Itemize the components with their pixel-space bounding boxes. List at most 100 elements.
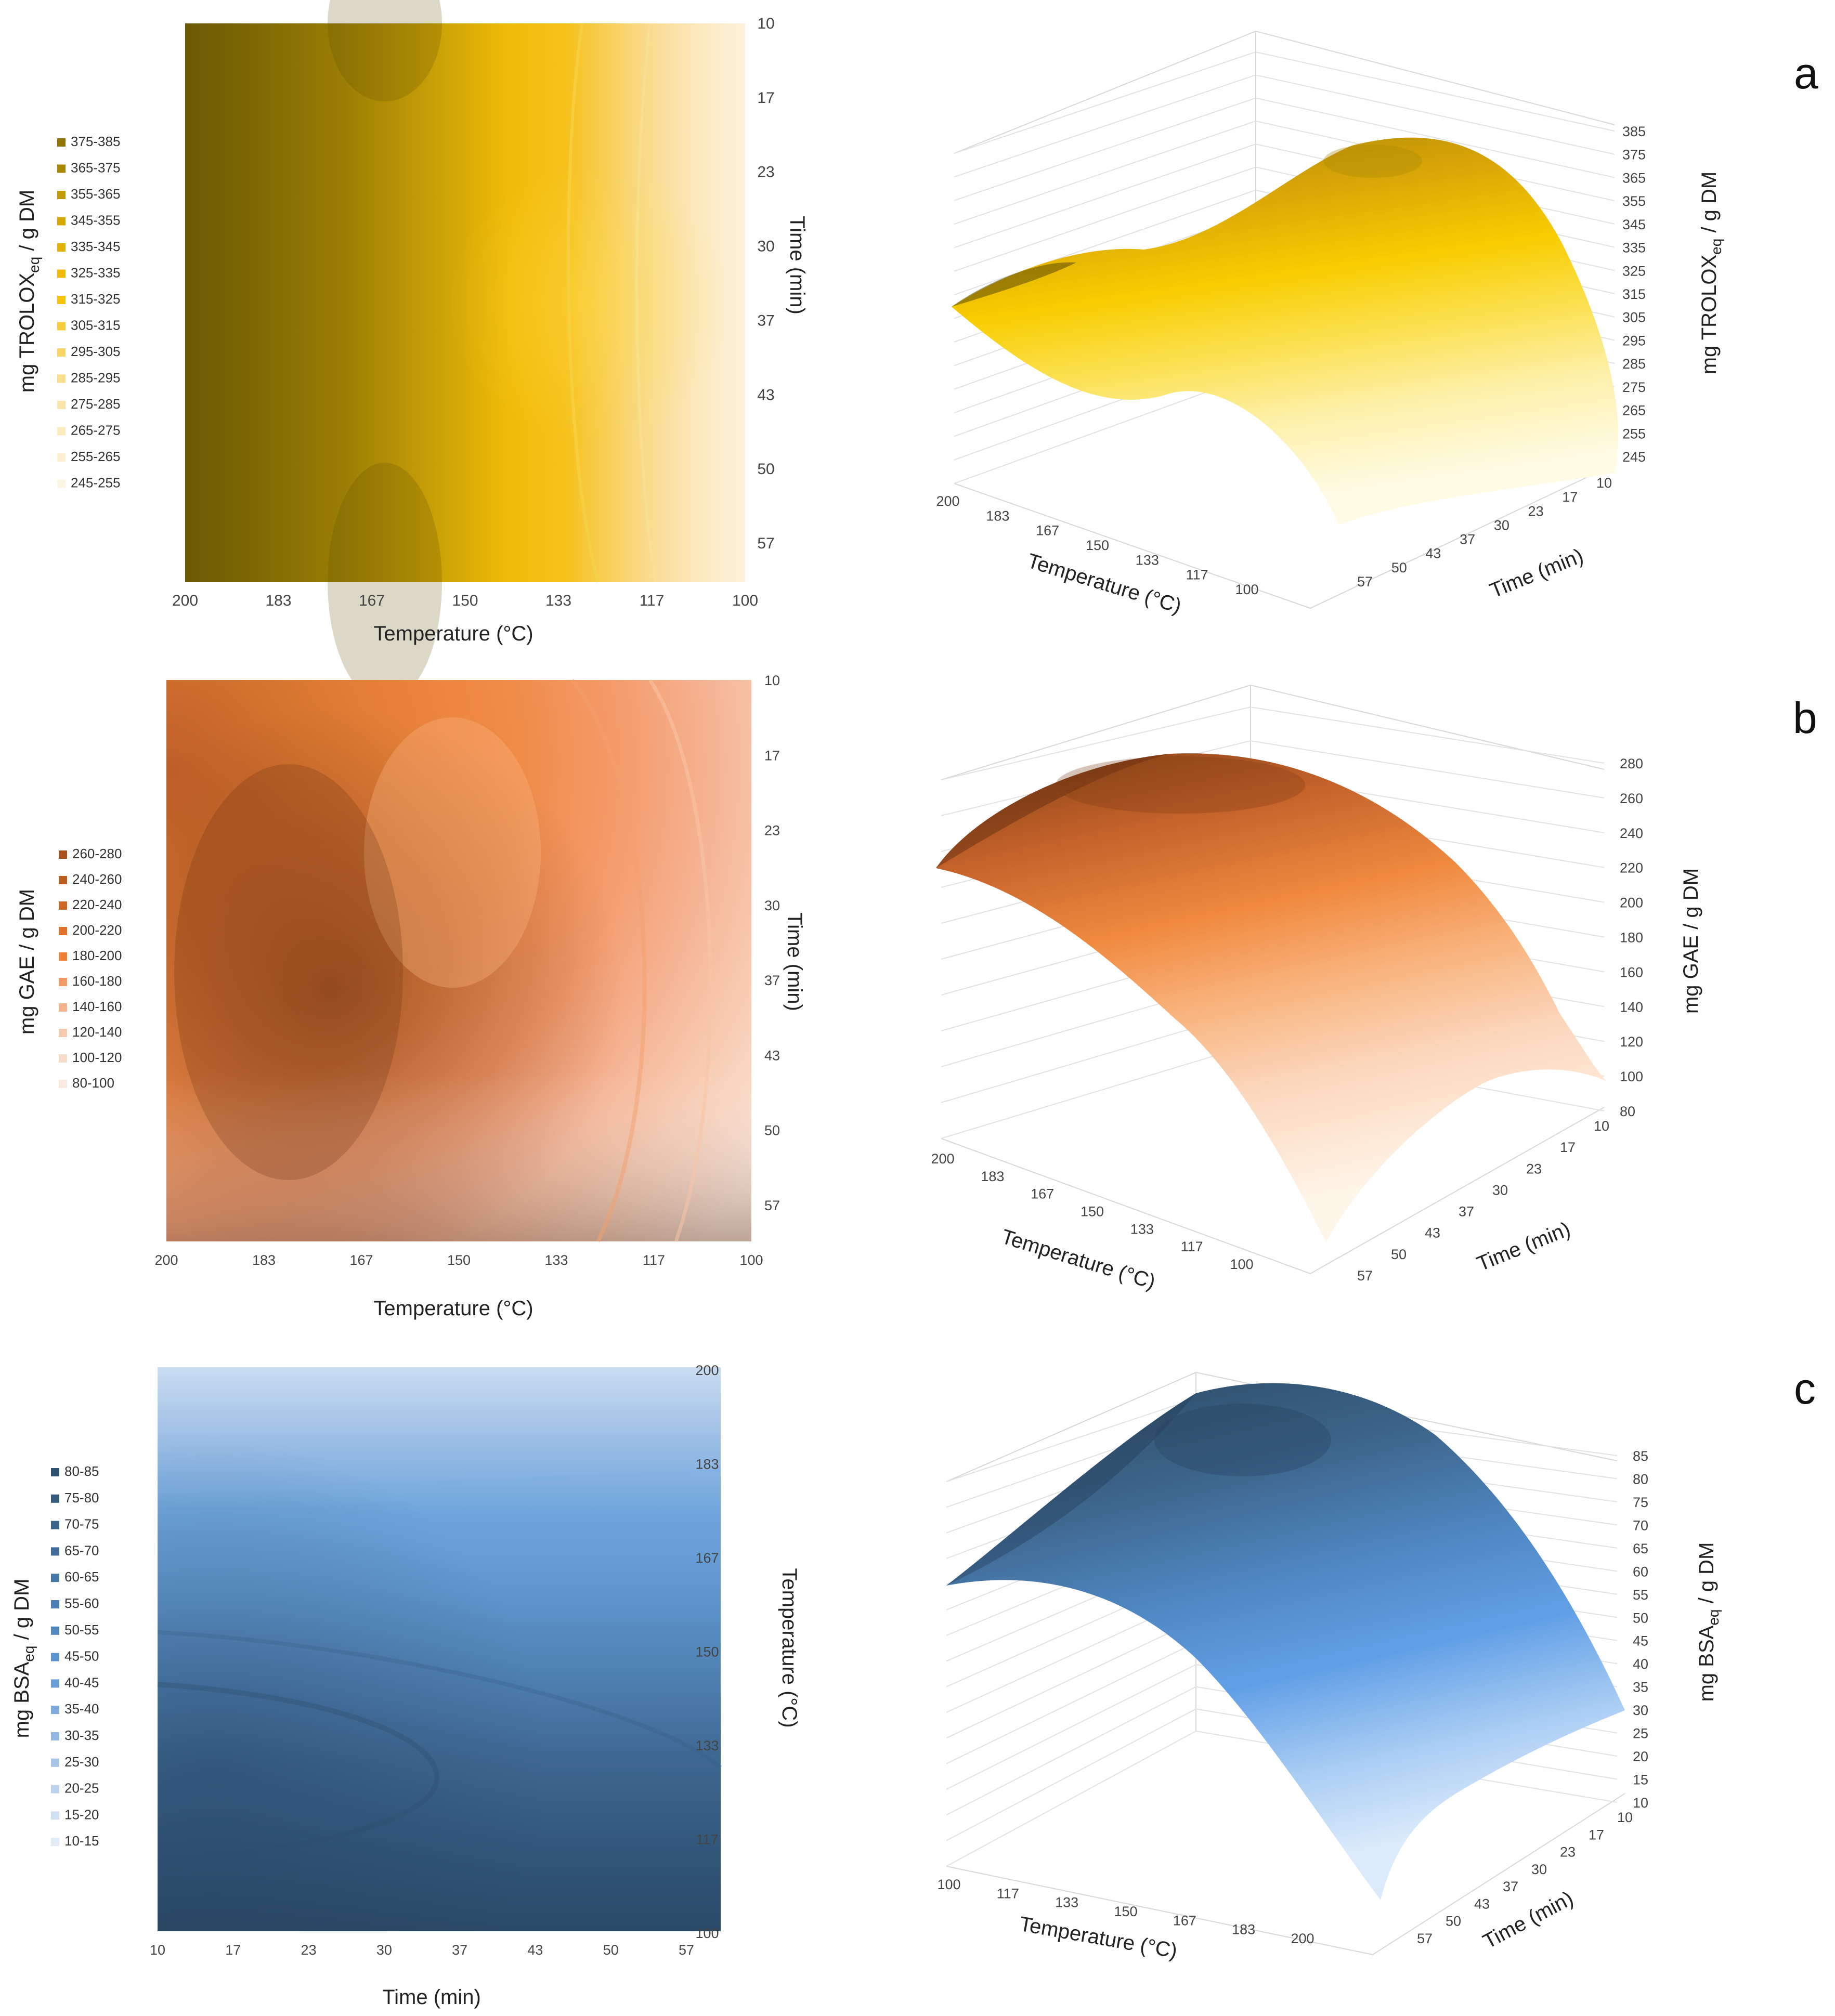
- legend-swatch: [57, 453, 66, 462]
- surface-b-z-title: mg GAE / g DM: [1680, 868, 1702, 1014]
- heatmap-c-plot-overlay: [158, 1367, 721, 1931]
- legend-swatch: [57, 191, 66, 199]
- x-tick-label: 100: [1230, 1256, 1253, 1272]
- y-tick-label: 23: [1526, 1161, 1542, 1176]
- heatmap-b-legend: 260-280 240-260 220-240 200-220 180-200 160-1…: [59, 846, 122, 1091]
- heatmap-a-y-title: Time (min): [786, 216, 809, 315]
- legend-swatch: [51, 1758, 59, 1767]
- surface-c-z-ticks: 85 80 75 70 65 60 55 50 45 40 35 30 25 20 15 10: [1633, 1448, 1648, 1811]
- z-tick-label: 15: [1633, 1772, 1648, 1788]
- z-tick-label: 255: [1622, 426, 1646, 441]
- y-tick-label: 37: [757, 312, 774, 329]
- legend-swatch: [59, 850, 67, 859]
- heatmap-a-z-title-main: mg TROLOX: [16, 273, 38, 392]
- y-tick-label: 43: [757, 386, 774, 403]
- z-tick-label: 120: [1620, 1034, 1643, 1050]
- heatmap-a-z-title: mg TROLOXeq / g DM: [16, 190, 42, 393]
- legend-swatch: [57, 401, 66, 409]
- z-tick-label: 200: [1620, 895, 1643, 911]
- legend-swatch: [51, 1574, 59, 1582]
- z-gridline: [954, 74, 1615, 178]
- y-tick-label: 10: [1617, 1810, 1633, 1825]
- legend-label: 355-365: [71, 186, 120, 202]
- surface-a: 385 375 365 355 345 335 325 315 305 295 285 275 265 2…: [936, 30, 1724, 618]
- surface-b-z-ticks: 280 260 240 220 200 180 160 140 120 100 80: [1620, 756, 1643, 1119]
- surface-a-x-ticks: 200 183 167 150 133 117 100: [936, 493, 1258, 597]
- legend-swatch: [59, 901, 67, 910]
- x-tick-label: 100: [739, 1252, 763, 1268]
- y-tick-label: 37: [1460, 532, 1475, 547]
- legend-label: 75-80: [64, 1490, 99, 1506]
- legend-swatch: [51, 1547, 59, 1556]
- x-tick-label: 150: [447, 1252, 471, 1268]
- x-tick-label: 133: [1136, 552, 1159, 568]
- z-gridline: [941, 706, 1605, 780]
- z-tick-label: 20: [1633, 1749, 1648, 1764]
- y-tick-label: 133: [695, 1738, 719, 1753]
- z-tick-label: 160: [1620, 964, 1643, 980]
- legend-swatch: [51, 1626, 59, 1635]
- x-tick-label: 117: [997, 1886, 1019, 1901]
- y-tick-label: 50: [1391, 560, 1407, 575]
- z-tick-label: 365: [1622, 170, 1646, 186]
- x-tick-label: 43: [527, 1942, 543, 1958]
- legend-swatch: [59, 1003, 67, 1012]
- x-tick-label: 100: [1235, 582, 1258, 597]
- heatmap-c-z-title-main: mg BSA: [10, 1661, 33, 1738]
- heatmap-b-y-ticks: 10 17 23 30 37 43 50 57: [764, 673, 780, 1213]
- heatmap-b-contour: [364, 717, 541, 988]
- legend-swatch: [51, 1653, 59, 1661]
- surface-a-backwall: [954, 30, 1615, 154]
- x-tick-label: 200: [172, 592, 198, 609]
- z-tick-label: 35: [1633, 1680, 1648, 1695]
- legend-label: 60-65: [64, 1569, 99, 1585]
- x-tick-label: 200: [1291, 1931, 1314, 1946]
- heatmap-c-y-ticks: 200 183 167 150 133 117 100: [695, 1363, 719, 1941]
- surface-a-y-ticks: 10 17 23 30 37 43 50 57: [1357, 475, 1612, 590]
- x-tick-label: 117: [1186, 567, 1208, 583]
- x-tick-label: 150: [1086, 538, 1109, 553]
- y-tick-label: 183: [695, 1457, 719, 1472]
- heatmap-c-contour: [157, 1630, 722, 1770]
- z-tick-label: 45: [1633, 1633, 1648, 1649]
- legend-swatch: [51, 1838, 59, 1847]
- y-tick-label: 23: [1560, 1844, 1576, 1860]
- z-tick-label: 275: [1622, 379, 1646, 395]
- y-tick-label: 10: [757, 15, 774, 32]
- legend-label: 55-60: [64, 1595, 99, 1611]
- surface-a-z-title-sub: eq: [1708, 239, 1724, 255]
- y-tick-label: 17: [764, 748, 780, 763]
- y-tick-label: 37: [1459, 1204, 1474, 1220]
- y-tick-label: 117: [696, 1832, 718, 1848]
- y-tick-label: 150: [695, 1644, 719, 1660]
- x-tick-label: 17: [225, 1942, 241, 1958]
- y-tick-label: 30: [764, 898, 780, 913]
- legend-swatch: [57, 164, 66, 173]
- z-tick-label: 285: [1622, 356, 1646, 372]
- x-tick-label: 183: [1232, 1922, 1255, 1938]
- legend-label: 20-25: [64, 1781, 99, 1796]
- heatmap-b-plot-overlay: [166, 680, 751, 1241]
- legend-label: 30-35: [64, 1727, 99, 1743]
- x-tick-label: 200: [931, 1151, 954, 1167]
- z-tick-label: 80: [1620, 1104, 1635, 1119]
- legend-label: 260-280: [72, 846, 122, 861]
- z-gridline: [954, 97, 1615, 201]
- legend-label: 315-325: [71, 291, 120, 307]
- legend-label: 15-20: [64, 1806, 99, 1822]
- legend-swatch: [57, 427, 66, 436]
- y-tick-label: 200: [695, 1363, 719, 1378]
- surface-c-z-title: mg BSAeq / g DM: [1695, 1542, 1722, 1702]
- heatmap-a-x-ticks: 200 183 167 150 133 117 100: [172, 592, 758, 609]
- y-tick-label: 10: [764, 673, 780, 688]
- surface-b: 280 260 240 220 200 180 160 140 120 100 80 200 183 1…: [931, 684, 1702, 1294]
- heatmap-c-contour: [157, 1682, 440, 1864]
- surface-b-x-ticks: 200 183 167 150 133 117 100: [931, 1151, 1253, 1272]
- x-tick-label: 10: [150, 1942, 165, 1958]
- heatmap-c-legend: 80-85 75-80 70-75 65-70 60-65 55-60 50-55 45-50…: [51, 1463, 99, 1849]
- y-tick-label: 57: [1357, 574, 1373, 590]
- x-tick-label: 100: [732, 592, 758, 609]
- z-tick-label: 140: [1620, 999, 1643, 1015]
- heatmap-c-z-title-tail: / g DM: [10, 1579, 33, 1646]
- surface-c-floor: [946, 1793, 1625, 1956]
